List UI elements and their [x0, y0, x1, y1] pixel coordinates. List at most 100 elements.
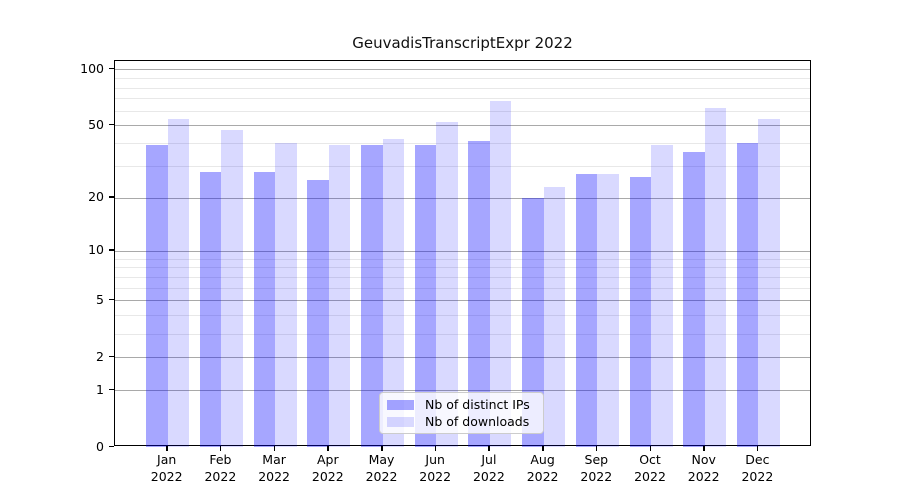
bar-downloads-mar — [275, 143, 297, 447]
minor-gridline — [115, 258, 810, 260]
bar-downloads-apr — [328, 145, 351, 447]
minor-gridline — [115, 110, 810, 112]
x-tick-label-line: 2022 — [204, 468, 237, 484]
y-tick-mark — [109, 67, 114, 70]
x-tick-mark — [327, 446, 329, 451]
x-tick-label-line: Feb — [209, 452, 232, 467]
bar-downloads-may — [382, 139, 404, 447]
minor-gridline — [115, 276, 810, 278]
bar-downloads-jan — [167, 119, 190, 447]
x-tick-mark — [703, 446, 705, 451]
bar-downloads-jul — [489, 100, 512, 447]
x-tick-label: Mar 2022 — [238, 452, 310, 485]
y-tick-label: 100 — [80, 60, 104, 76]
bar-distinct-ips-sep — [575, 174, 598, 447]
x-tick-label-line: Dec — [745, 452, 770, 467]
x-tick-mark — [273, 446, 276, 451]
x-tick-label-line: Oct — [639, 452, 661, 467]
y-tick-label: 20 — [88, 189, 104, 205]
x-tick-label-line: Mar — [262, 452, 286, 467]
y-tick-label: 5 — [96, 291, 104, 307]
minor-gridline — [115, 98, 810, 100]
y-tick-mark — [109, 298, 114, 301]
legend-item-downloads: Nb of downloads — [387, 414, 536, 429]
bar-downloads-jun — [436, 122, 458, 447]
y-tick-mark — [109, 196, 114, 198]
x-tick-label: Aug 2022 — [507, 452, 579, 485]
bar-distinct-ips-oct — [629, 177, 651, 447]
x-tick-label-line: Aug — [530, 452, 555, 467]
x-tick-label: Apr 2022 — [292, 452, 364, 485]
x-tick-label: Jul 2022 — [453, 452, 525, 485]
chart-title: GeuvadisTranscriptExpr 2022 — [352, 34, 573, 52]
major-gridline — [115, 69, 810, 71]
y-tick-mark — [109, 355, 114, 358]
x-tick-label-line: 2022 — [419, 468, 452, 484]
x-tick-label-line: 2022 — [687, 468, 720, 484]
minor-gridline — [115, 166, 810, 168]
x-tick-mark — [219, 446, 222, 451]
bar-distinct-ips-may — [361, 145, 383, 447]
x-tick-mark — [166, 446, 168, 451]
x-tick-mark — [488, 446, 490, 451]
legend-label-distinct-ips: Nb of distinct IPs — [425, 397, 530, 412]
x-tick-label-line: Jun — [425, 452, 445, 467]
minor-gridline — [115, 333, 810, 335]
x-tick-label-line: 2022 — [150, 468, 183, 484]
x-tick-label-line: Jan — [157, 452, 177, 467]
x-tick-label-line: Apr — [316, 452, 339, 467]
minor-gridline — [115, 315, 810, 317]
minor-gridline — [115, 287, 810, 289]
major-gridline — [115, 300, 810, 302]
bar-downloads-aug — [543, 187, 566, 447]
minor-gridline — [115, 78, 810, 79]
bar-downloads-oct — [651, 145, 673, 447]
minor-gridline — [115, 267, 810, 269]
bar-downloads-sep — [597, 174, 619, 447]
x-tick-label-line: 2022 — [741, 468, 774, 484]
x-tick-label: Sep 2022 — [560, 452, 632, 485]
y-tick-label: 50 — [88, 116, 104, 132]
x-tick-label-line: Jul — [481, 452, 497, 467]
x-tick-mark — [649, 446, 651, 451]
x-tick-label-line: Sep — [584, 452, 609, 467]
x-tick-label-line: 2022 — [634, 468, 666, 484]
y-tick-mark — [109, 249, 114, 251]
x-tick-label: Jun 2022 — [399, 452, 471, 485]
minor-gridline — [115, 87, 810, 89]
bar-downloads-nov — [704, 108, 727, 447]
bar-downloads-feb — [221, 130, 243, 447]
x-tick-label-line: 2022 — [472, 468, 505, 484]
bar-distinct-ips-jun — [414, 145, 437, 447]
bar-downloads-dec — [758, 119, 780, 447]
x-tick-label-line: 2022 — [580, 468, 613, 484]
legend-label-downloads: Nb of downloads — [425, 414, 530, 429]
major-gridline — [115, 357, 810, 359]
major-gridline — [115, 197, 810, 199]
bar-distinct-ips-apr — [307, 180, 329, 447]
y-tick-label: 2 — [96, 348, 104, 364]
bar-distinct-ips-jul — [468, 141, 490, 447]
x-tick-label-line: 2022 — [258, 468, 290, 484]
plot-area — [114, 60, 811, 447]
major-gridline — [115, 250, 810, 252]
y-tick-label: 0 — [96, 438, 104, 454]
x-tick-label: Oct 2022 — [614, 452, 686, 485]
legend-swatch-distinct-ips-icon — [387, 399, 414, 410]
bar-distinct-ips-aug — [522, 197, 544, 447]
x-tick-label-line: 2022 — [311, 468, 344, 484]
bar-distinct-ips-nov — [683, 151, 705, 447]
x-tick-label-line: Nov — [691, 452, 716, 467]
x-tick-mark — [381, 446, 383, 451]
x-tick-label: Nov 2022 — [668, 452, 740, 485]
major-gridline — [115, 125, 810, 127]
x-tick-label-line: 2022 — [365, 468, 398, 484]
x-tick-mark — [542, 446, 544, 451]
legend-swatch-downloads-icon — [387, 416, 414, 427]
x-tick-mark — [756, 446, 759, 451]
legend: Nb of distinct IPs Nb of downloads — [379, 392, 544, 434]
x-tick-label-line: 2022 — [526, 468, 559, 484]
legend-item-distinct-ips: Nb of distinct IPs — [387, 397, 536, 412]
major-gridline — [115, 390, 810, 392]
